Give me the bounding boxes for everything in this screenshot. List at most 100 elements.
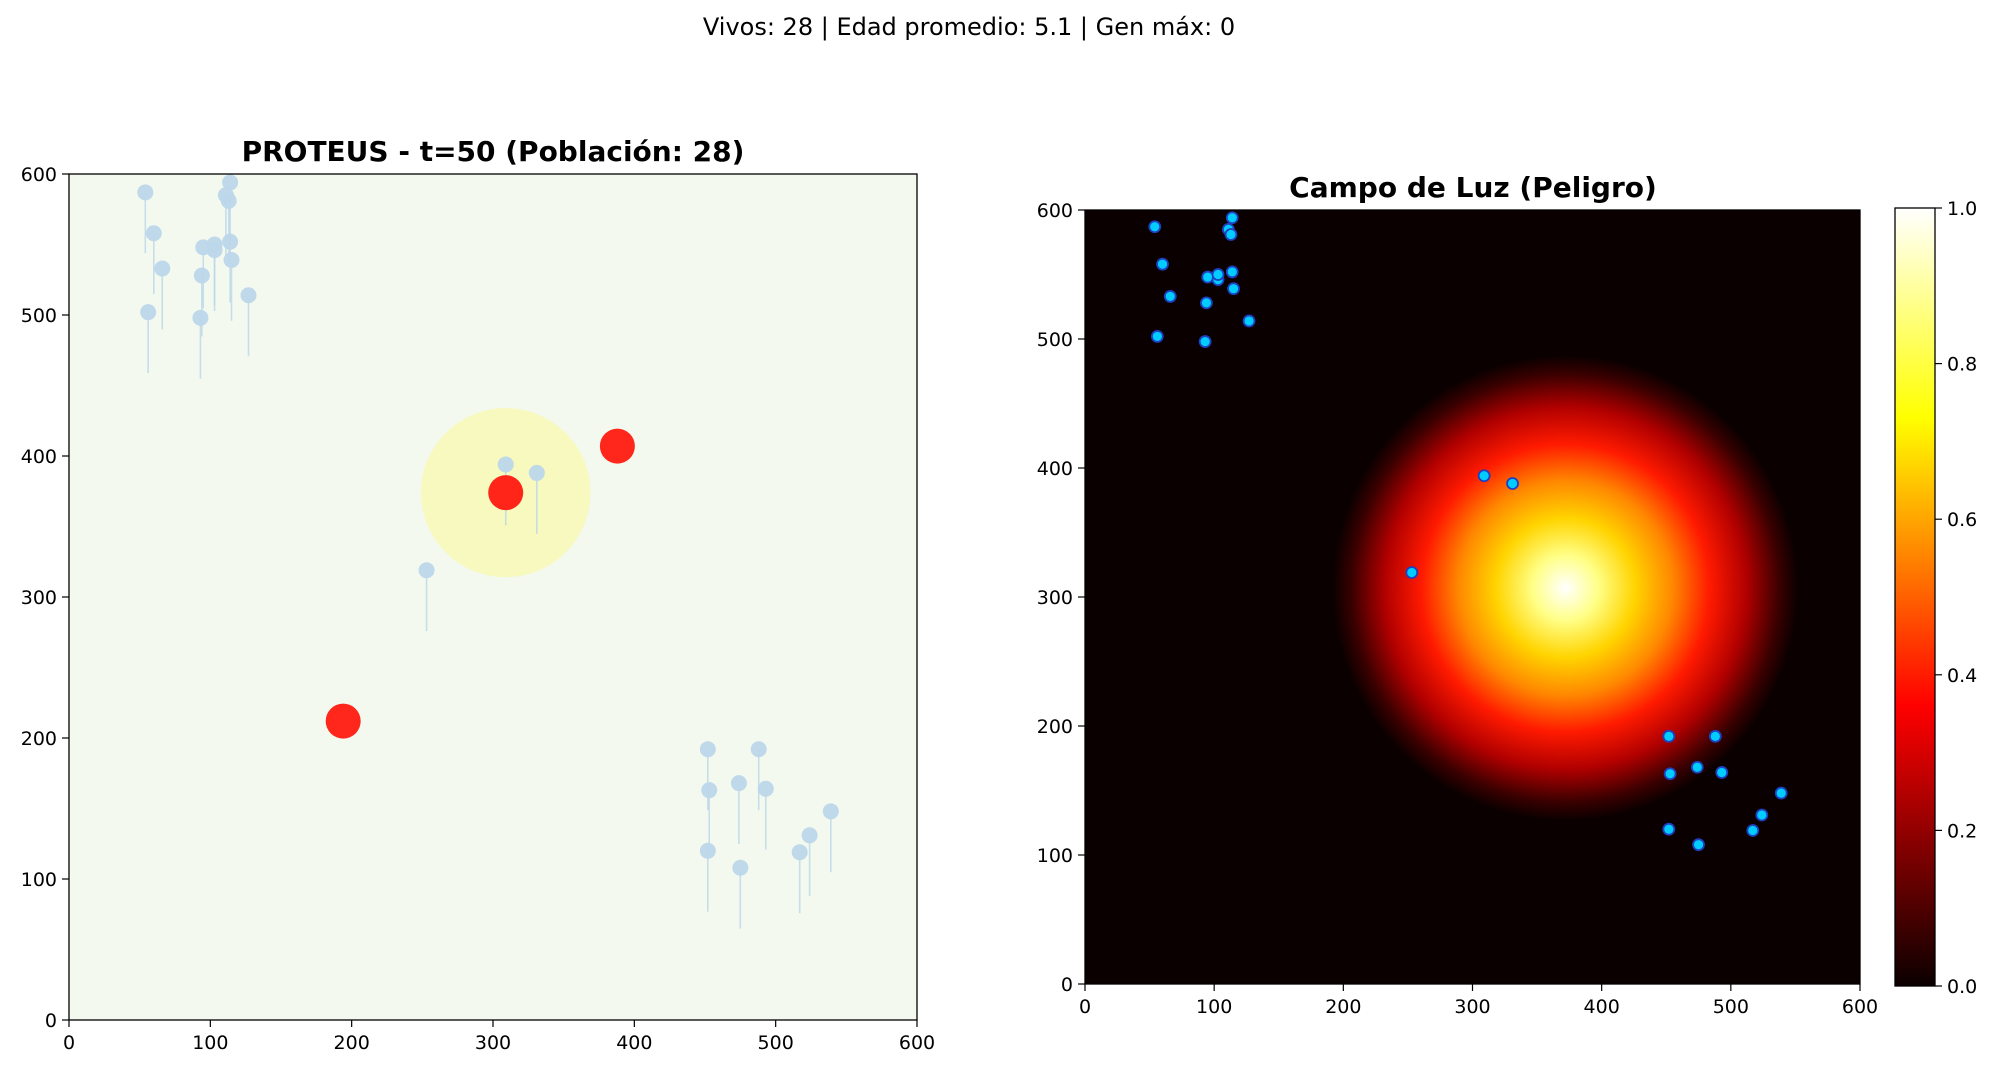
agent-point	[699, 741, 716, 758]
x-tick-label: 400	[616, 1032, 652, 1054]
agent-marker	[1201, 270, 1215, 284]
colorbar-gradient	[1894, 207, 1936, 987]
agent-point	[822, 803, 839, 820]
agent-marker	[1708, 729, 1722, 743]
colorbar-tick-label: 1.0	[1947, 198, 1977, 220]
colorbar-tick-label: 0.6	[1947, 509, 1977, 531]
x-tick-label: 300	[475, 1032, 511, 1054]
agents-overlay-layer	[1148, 211, 1788, 852]
y-tick-label: 600	[21, 164, 57, 186]
agent-point	[220, 192, 237, 209]
x-tick-label: 300	[1454, 996, 1490, 1018]
agents-layer	[137, 174, 839, 929]
figure-suptitle: Vivos: 28 | Edad promedio: 5.1 | Gen máx…	[703, 13, 1235, 41]
agent-marker	[1690, 760, 1704, 774]
x-tick-label: 500	[758, 1032, 794, 1054]
x-tick-label: 100	[1196, 996, 1232, 1018]
agent-marker	[1477, 469, 1491, 483]
x-tick-label: 200	[1325, 996, 1361, 1018]
simulation-panel-title: PROTEUS - t=50 (Población: 28)	[242, 135, 745, 168]
agent-marker	[1506, 477, 1519, 490]
agent-point	[699, 842, 716, 859]
colorbar-tick-label: 0.4	[1947, 665, 1977, 687]
y-tick-label: 200	[1037, 716, 1073, 738]
agent-point	[192, 309, 209, 326]
y-tick-label: 0	[45, 1010, 57, 1032]
agent-marker	[1224, 228, 1238, 241]
predators-layer	[325, 428, 635, 739]
agent-marker	[1662, 822, 1676, 836]
agent-marker	[1692, 838, 1705, 852]
x-tick-label: 600	[1842, 996, 1878, 1018]
y-tick-label: 0	[1061, 974, 1073, 996]
agent-point	[701, 782, 718, 799]
agent-point	[528, 464, 545, 481]
agent-point	[801, 827, 818, 844]
agent-marker	[1211, 268, 1225, 281]
colorbar-tick-label: 0.8	[1947, 354, 1977, 376]
y-tick-label: 100	[21, 869, 57, 891]
colorbar-tick-label: 0.2	[1947, 820, 1977, 842]
y-tick-label: 400	[1037, 458, 1073, 480]
agent-marker	[1662, 729, 1676, 743]
x-tick-label: 0	[63, 1032, 75, 1054]
colorbar-ticks: 0.0 0.2 0.4 0.6 0.8 1.0	[1935, 198, 1977, 998]
agent-point	[206, 236, 223, 253]
simulation-panel: PROTEUS - t=50 (Población: 28) 0 100 200 30…	[21, 135, 935, 1054]
x-tick-label: 600	[899, 1032, 935, 1054]
agent-marker	[1755, 808, 1769, 822]
x-tick-label: 0	[1079, 996, 1091, 1018]
agent-marker	[1405, 566, 1419, 579]
y-tick-label: 400	[21, 446, 57, 468]
agent-point	[750, 741, 767, 758]
agent-marker	[1663, 767, 1677, 781]
colorbar: 0.0 0.2 0.4 0.6 0.8 1.0	[1894, 198, 1977, 998]
agent-marker	[1225, 265, 1239, 279]
agent-point	[145, 225, 162, 242]
agent-point	[791, 844, 808, 861]
y-tick-label: 500	[21, 305, 57, 327]
light-field-y-axis: 0 100 200 300 400 500 600	[1037, 200, 1085, 996]
agent-point	[757, 780, 774, 797]
agent-marker	[1242, 314, 1256, 328]
predator-point	[599, 428, 635, 464]
agent-marker	[1148, 220, 1162, 234]
agent-point	[140, 304, 157, 321]
agent-point	[732, 859, 749, 876]
agent-marker	[1746, 824, 1760, 837]
agent-marker	[1150, 330, 1164, 343]
agent-marker	[1225, 211, 1239, 225]
agent-point	[154, 260, 171, 277]
agent-marker	[1715, 766, 1729, 779]
y-tick-label: 100	[1037, 845, 1073, 867]
agent-point	[193, 267, 210, 284]
light-field-panel: Campo de Luz (Peligro) 0 100 200 300 400 500 6…	[1037, 171, 1878, 1018]
light-field-x-axis: 0 100 200 300 400 500 600	[1079, 984, 1878, 1018]
agent-marker	[1156, 257, 1169, 271]
x-tick-label: 200	[334, 1032, 370, 1054]
colorbar-tick-label: 0.0	[1947, 976, 1977, 998]
y-tick-label: 500	[1037, 329, 1073, 351]
simulation-x-axis: 0 100 200 300 400 500 600	[63, 1020, 935, 1054]
y-tick-label: 300	[1037, 587, 1073, 609]
y-tick-label: 600	[1037, 200, 1073, 222]
agent-marker	[1774, 786, 1788, 800]
predator-point	[488, 475, 524, 511]
x-tick-label: 400	[1584, 996, 1620, 1018]
light-field-panel-title: Campo de Luz (Peligro)	[1289, 171, 1657, 204]
agent-marker	[1163, 290, 1177, 303]
simulation-plot-area	[69, 174, 917, 1020]
agent-point	[222, 174, 239, 191]
agent-marker	[1198, 335, 1212, 348]
agent-point	[223, 252, 240, 269]
simulation-y-axis: 0 100 200 300 400 500 600	[21, 164, 69, 1032]
light-field-heatmap	[1333, 355, 1798, 821]
x-tick-label: 500	[1713, 996, 1749, 1018]
agent-marker	[1227, 282, 1240, 296]
y-tick-label: 300	[21, 587, 57, 609]
predator-point	[325, 703, 361, 739]
agent-point	[137, 184, 154, 201]
agent-point	[497, 456, 514, 473]
x-tick-label: 100	[192, 1032, 228, 1054]
light-source	[1333, 355, 1798, 821]
